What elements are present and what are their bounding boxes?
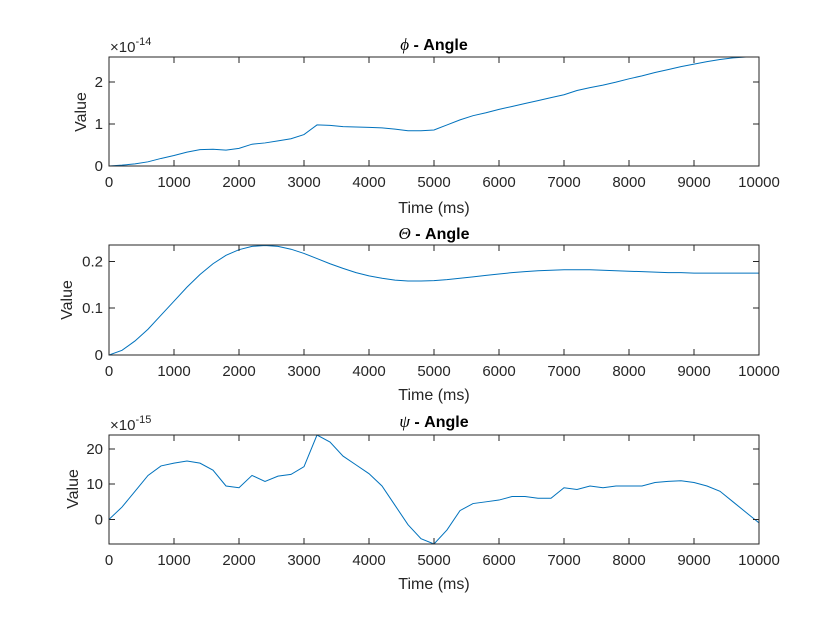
y-tick-label-theta: 0.2 (82, 253, 103, 270)
y-tick-label-phi: 2 (95, 74, 103, 91)
x-tick-label-phi: 2000 (222, 174, 255, 191)
y-tick-label-psi: 20 (86, 441, 103, 458)
series-line-theta (109, 245, 759, 355)
x-tick-label-phi: 5000 (417, 174, 450, 191)
x-tick-label-psi: 6000 (482, 552, 515, 569)
x-axis-label-theta: Time (ms) (398, 387, 469, 404)
x-tick-label-theta: 8000 (612, 363, 645, 380)
x-tick-label-phi: 1000 (157, 174, 190, 191)
x-axis-label-phi: Time (ms) (398, 200, 469, 217)
y-axis-label-psi: Value (65, 469, 82, 509)
plot-area-phi: 0 1000 2000 3000 4000 5000 6000 7000 8000 9000 100… (95, 56, 780, 191)
x-tick-label-psi: 9000 (677, 552, 710, 569)
y-tick-label-psi: 10 (86, 476, 103, 493)
title-text-phi: - Angle (409, 37, 468, 54)
x-tick-label-theta: 10000 (738, 363, 780, 380)
x-tick-label-theta: 1000 (157, 363, 190, 380)
chart-title-theta: Θ - Angle (399, 224, 470, 243)
y-tick-label-phi: 1 (95, 116, 103, 133)
x-tick-label-theta: 9000 (677, 363, 710, 380)
y-tick-label-phi: 0 (95, 158, 103, 175)
subplot-theta: 0 1000 2000 3000 4000 5000 6000 7000 8000 9000 100… (59, 224, 780, 404)
x-tick-label-theta: 4000 (352, 363, 385, 380)
title-text-psi: - Angle (410, 414, 469, 431)
plot-area-psi: 0 1000 2000 3000 4000 5000 6000 7000 8000 9000 100… (86, 434, 780, 569)
x-tick-label-psi: 5000 (417, 552, 450, 569)
x-tick-label-theta: 2000 (222, 363, 255, 380)
x-tick-label-phi: 0 (105, 174, 113, 191)
series-line-psi (109, 435, 759, 544)
title-symbol-phi: ϕ (400, 35, 409, 54)
x-tick-label-psi: 4000 (352, 552, 385, 569)
title-symbol-psi: ψ (399, 412, 410, 431)
y-multiplier-psi: ×10-15 (110, 414, 151, 434)
x-tick-label-psi: 2000 (222, 552, 255, 569)
x-tick-label-phi: 8000 (612, 174, 645, 191)
x-tick-label-psi: 1000 (157, 552, 190, 569)
y-tick-label-theta: 0 (95, 347, 103, 364)
x-tick-label-psi: 0 (105, 552, 113, 569)
x-axis-label-psi: Time (ms) (398, 576, 469, 593)
chart-title-phi: ϕ - Angle (400, 35, 468, 54)
x-tick-label-theta: 6000 (482, 363, 515, 380)
x-tick-label-theta: 7000 (547, 363, 580, 380)
title-symbol-theta: Θ (399, 224, 411, 243)
subplot-psi: 0 1000 2000 3000 4000 5000 6000 7000 8000 9000 100… (65, 412, 780, 593)
x-tick-label-theta: 0 (105, 363, 113, 380)
subplot-phi: 0 1000 2000 3000 4000 5000 6000 7000 8000 9000 100… (73, 35, 780, 217)
series-line-phi (109, 57, 759, 166)
x-tick-label-phi: 3000 (287, 174, 320, 191)
x-tick-label-phi: 6000 (482, 174, 515, 191)
x-tick-label-phi: 9000 (677, 174, 710, 191)
y-multiplier-phi: ×10-14 (110, 36, 151, 56)
chart-title-psi: ψ - Angle (399, 412, 468, 431)
title-text-theta: - Angle (411, 226, 470, 243)
x-tick-label-phi: 7000 (547, 174, 580, 191)
x-tick-label-psi: 8000 (612, 552, 645, 569)
x-tick-label-theta: 5000 (417, 363, 450, 380)
y-tick-label-theta: 0.1 (82, 300, 103, 317)
y-axis-label-phi: Value (73, 92, 90, 132)
x-tick-label-psi: 3000 (287, 552, 320, 569)
plot-area-theta: 0 1000 2000 3000 4000 5000 6000 7000 8000 9000 100… (82, 244, 780, 380)
x-tick-label-theta: 3000 (287, 363, 320, 380)
x-tick-label-phi: 4000 (352, 174, 385, 191)
y-axis-label-theta: Value (59, 280, 76, 320)
x-tick-label-psi: 10000 (738, 552, 780, 569)
x-tick-label-phi: 10000 (738, 174, 780, 191)
y-tick-label-psi: 0 (95, 511, 103, 528)
x-tick-label-psi: 7000 (547, 552, 580, 569)
